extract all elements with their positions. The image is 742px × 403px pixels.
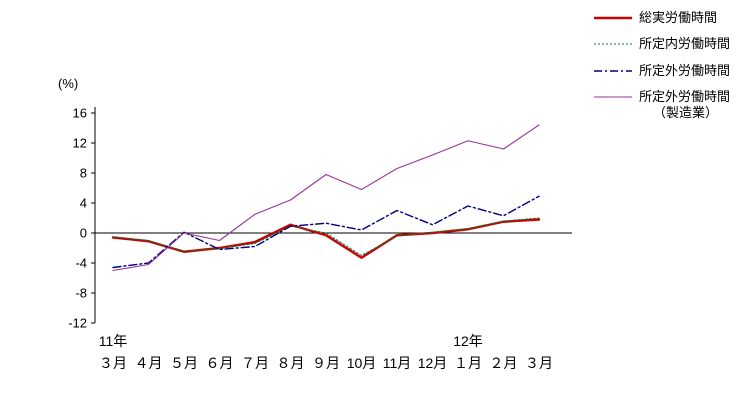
svg-text:８月: ８月 (277, 355, 305, 371)
legend-label-overtime-mfg: 所定外労働時間 （製造業） (639, 89, 730, 122)
svg-text:２月: ２月 (490, 355, 518, 371)
svg-text:-12: -12 (68, 316, 87, 331)
legend-item-scheduled-hours: 所定内労働時間 (593, 36, 730, 52)
svg-text:0: 0 (80, 226, 87, 241)
legend-line-sample-overtime-mfg (593, 96, 632, 98)
legend-item-overtime-hours: 所定外労働時間 (593, 63, 730, 79)
svg-text:16: 16 (73, 106, 87, 121)
svg-text:１月: １月 (454, 355, 482, 371)
svg-text:(%): (%) (58, 76, 78, 91)
legend-label-overtime-mfg-line1: 所定外労働時間 (638, 88, 730, 104)
legend-label-overtime: 所定外労働時間 (638, 62, 730, 78)
svg-text:12月: 12月 (418, 355, 448, 371)
svg-text:12: 12 (73, 136, 87, 151)
svg-text:-4: -4 (75, 256, 87, 271)
svg-text:4: 4 (80, 196, 87, 211)
legend-line-sample-scheduled (593, 43, 632, 45)
svg-text:７月: ７月 (241, 355, 269, 371)
svg-text:６月: ６月 (206, 355, 234, 371)
svg-text:-8: -8 (75, 286, 87, 301)
svg-text:５月: ５月 (170, 355, 198, 371)
svg-text:12年: 12年 (453, 333, 483, 349)
chart-legend: 総実労働時間 所定内労働時間 所定外労働時間 所定外労働時間 （製造業） (593, 10, 730, 121)
legend-line-sample-overtime (593, 69, 632, 72)
svg-text:11月: 11月 (383, 355, 412, 371)
svg-text:９月: ９月 (312, 355, 340, 371)
legend-line-sample-total (593, 16, 632, 20)
svg-text:10月: 10月 (347, 355, 377, 371)
svg-text:３月: ３月 (99, 355, 127, 371)
svg-text:11年: 11年 (99, 333, 128, 349)
legend-item-total-hours: 総実労働時間 (593, 10, 730, 26)
legend-item-overtime-manufacturing: 所定外労働時間 （製造業） (593, 89, 730, 122)
legend-label-scheduled: 所定内労働時間 (638, 36, 730, 52)
svg-text:３月: ３月 (525, 355, 553, 371)
legend-label-total: 総実労働時間 (638, 10, 717, 25)
legend-label-overtime-mfg-line2: （製造業） (652, 105, 718, 120)
svg-text:8: 8 (80, 166, 87, 181)
svg-text:４月: ４月 (135, 355, 163, 371)
